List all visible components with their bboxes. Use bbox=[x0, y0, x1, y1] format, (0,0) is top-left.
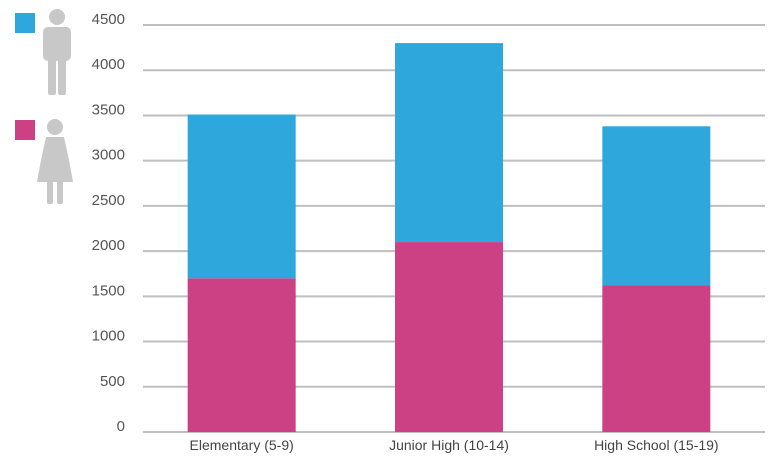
y-tick-label: 2500 bbox=[92, 192, 125, 209]
male-person-icon bbox=[43, 9, 71, 95]
x-category-label: Junior High (10-14) bbox=[389, 437, 509, 453]
y-tick-label: 4000 bbox=[92, 56, 125, 73]
y-tick-label: 2000 bbox=[92, 237, 125, 254]
y-tick-label: 3500 bbox=[92, 101, 125, 118]
bar-segment-female-1 bbox=[395, 242, 503, 432]
legend-item-male bbox=[15, 9, 71, 95]
legend bbox=[15, 9, 73, 204]
y-tick-label: 4500 bbox=[92, 11, 125, 28]
y-axis-tick-labels: 0 500 1000 1500 2000 2500 3000 3500 4000 4500 bbox=[92, 11, 125, 435]
y-tick-label: 500 bbox=[100, 373, 125, 390]
legend-item-female bbox=[15, 119, 73, 204]
y-tick-label: 3000 bbox=[92, 147, 125, 164]
bar-segment-male-0 bbox=[187, 114, 296, 279]
legend-swatch-female bbox=[15, 120, 35, 140]
legend-swatch-male bbox=[15, 13, 35, 33]
female-person-icon bbox=[37, 119, 73, 204]
x-category-label: High School (15-19) bbox=[594, 437, 719, 453]
bar-segment-male-2 bbox=[602, 126, 711, 286]
bar-segment-female-2 bbox=[602, 285, 711, 432]
y-tick-label: 0 bbox=[117, 418, 125, 435]
bar-segment-male-1 bbox=[395, 43, 503, 243]
bar-segment-female-0 bbox=[187, 278, 296, 432]
y-tick-label: 1500 bbox=[92, 282, 125, 299]
y-tick-label: 1000 bbox=[92, 328, 125, 345]
bars bbox=[187, 43, 711, 432]
x-category-label: Elementary (5-9) bbox=[190, 437, 294, 453]
x-axis-category-labels: Elementary (5-9) Junior High (10-14) High … bbox=[190, 437, 719, 453]
